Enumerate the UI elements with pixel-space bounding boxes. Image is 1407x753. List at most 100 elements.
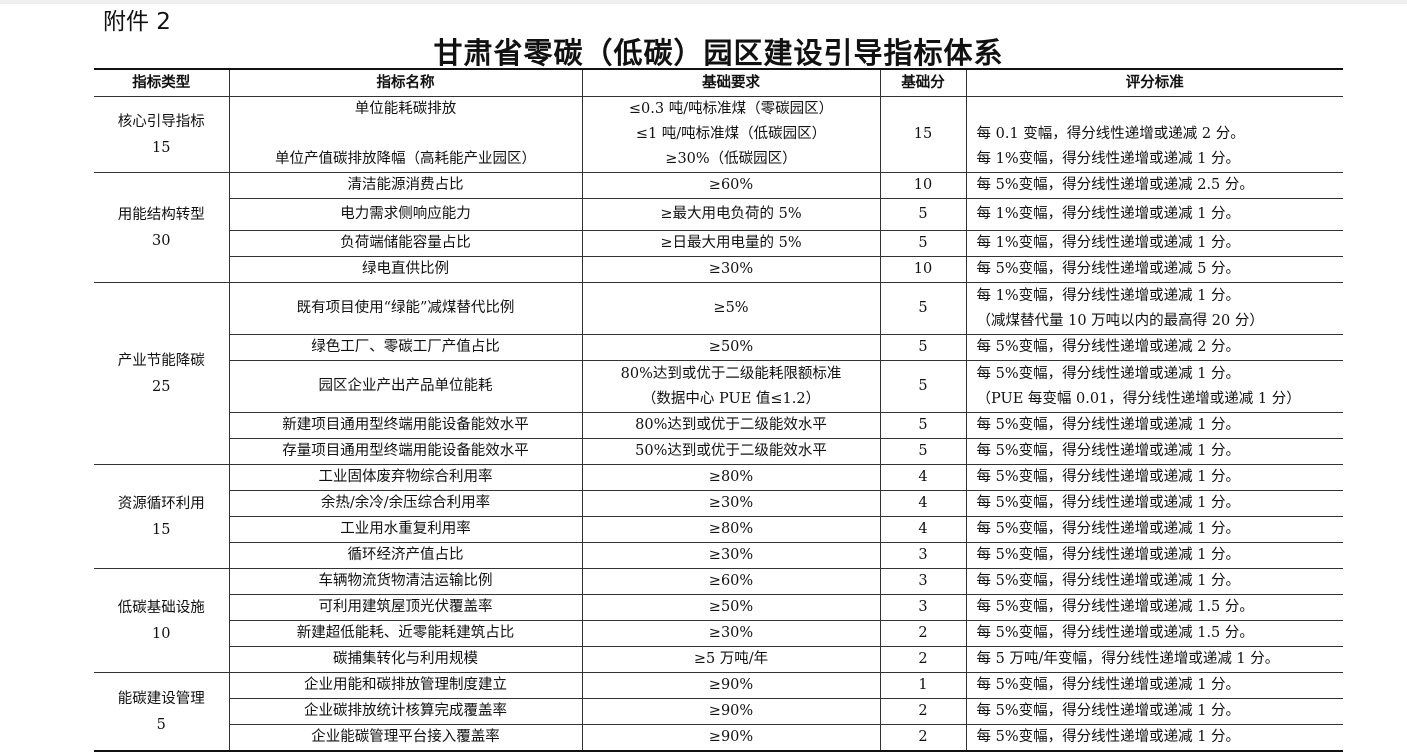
cell-line: ≥30%（低碳园区） <box>665 151 797 167</box>
requirement-cell: ≥50% <box>581 334 881 361</box>
cell-line: 存量项目通用型终端用能设备能效水平 <box>282 443 529 459</box>
indicator-name-cell: 工业固体废弃物综合利用率 <box>228 464 583 491</box>
cell-line: （PUE 每变幅 0.01，得分线性递增或递减 1 分） <box>976 390 1301 407</box>
criteria-cell: 每 5%变幅，得分线性递增或递减 1 分。 <box>965 464 1343 491</box>
cell-line: 每 5%变幅，得分线性递增或递减 1 分。 <box>976 443 1241 459</box>
header-category: 指标类型 <box>94 68 230 97</box>
table-row: 企业碳排放统计核算完成覆盖率 ≥90% 2 每 5%变幅，得分线性递增或递减 1 分。 <box>94 698 1343 725</box>
cell-line: ≥90% <box>708 677 754 693</box>
requirement-cell: 50%达到或优于二级能效水平 <box>581 438 881 465</box>
cell-line: 80%达到或优于二级能效水平 <box>635 417 827 433</box>
cell-line: 每 5%变幅，得分线性递增或递减 1 分。 <box>976 573 1241 589</box>
cell-line: 企业碳排放统计核算完成覆盖率 <box>304 703 507 719</box>
cell-line: 新建超低能耗、近零能耗建筑占比 <box>296 625 515 641</box>
category-score: 10 <box>152 625 171 642</box>
cell-line: 每 1%变幅，得分线性递增或递减 1 分。 <box>976 235 1241 251</box>
criteria-cell: 每 5%变幅，得分线性递增或递减 1 分。 （PUE 每变幅 0.01，得分线性递… <box>965 360 1343 413</box>
cell-line: 余热/余冷/余压综合利用率 <box>320 495 491 511</box>
table-row: 负荷端储能容量占比 ≥日最大用电量的 5% 5 每 1%变幅，得分线性递增或递减 1 … <box>94 230 1343 257</box>
indicator-name-cell: 清洁能源消费占比 <box>228 172 583 199</box>
base-score-cell: 3 <box>879 568 967 595</box>
cell-line: ≤1 吨/吨标准煤（低碳园区） <box>635 126 827 142</box>
cell-line: 工业固体废弃物综合利用率 <box>318 469 493 485</box>
requirement-cell: 80%达到或优于二级能耗限额标准 （数据中心 PUE 值≤1.2） <box>581 360 881 413</box>
criteria-cell: 每 5%变幅，得分线性递增或递减 1 分。 <box>965 724 1343 752</box>
cell-line: 既有项目使用“绿能”减煤替代比例 <box>296 300 515 316</box>
cell-line: ≥90% <box>708 729 754 745</box>
cell-line: 车辆物流货物清洁运输比例 <box>318 573 493 589</box>
category-cell: 用能结构转型 30 <box>94 172 230 283</box>
criteria-cell: 每 5%变幅，得分线性递增或递减 1.5 分。 <box>965 620 1343 647</box>
base-score-cell: 4 <box>879 516 967 543</box>
base-score-cell: 2 <box>879 724 967 752</box>
table-row: 企业能碳管理平台接入覆盖率 ≥90% 2 每 5%变幅，得分线性递增或递减 1 分。 <box>94 724 1343 752</box>
base-score-cell: 10 <box>879 172 967 199</box>
criteria-cell: 每 5%变幅，得分线性递增或递减 1 分。 <box>965 568 1343 595</box>
base-score-cell: 5 <box>879 282 967 335</box>
requirement-cell: ≥30% <box>581 542 881 569</box>
criteria-cell: 每 1%变幅，得分线性递增或递减 1 分。 （减煤替代量 10 万吨以内的最高得 … <box>965 282 1343 335</box>
base-score-cell: 5 <box>879 198 967 231</box>
indicator-name-cell: 新建项目通用型终端用能设备能效水平 <box>229 412 583 439</box>
cell-line: 负荷端储能容量占比 <box>340 235 471 251</box>
criteria-cell: 每 5%变幅，得分线性递增或递减 1.5 分。 <box>965 594 1343 621</box>
table-row: 绿电直供比例 ≥30% 10 每 5%变幅，得分线性递增或递减 5 分。 <box>94 256 1343 283</box>
cell-line: ≥5% <box>713 300 749 316</box>
table-row: 产业节能降碳 25 既有项目使用“绿能”减煤替代比例 ≥5% 5 每 1%变幅，得分线性递… <box>94 282 1343 465</box>
table-row: 园区企业产出产品单位能耗 80%达到或优于二级能耗限额标准 （数据中心 PUE 值≤… <box>94 360 1343 413</box>
cell-line: 80%达到或优于二级能耗限额标准 <box>620 365 842 382</box>
cell-line: 每 5%变幅，得分线性递增或递减 1 分。 <box>976 729 1241 745</box>
cell-line <box>230 122 582 147</box>
indicator-name-cell: 企业用能和碳排放管理制度建立 <box>228 672 583 699</box>
category-score: 30 <box>152 232 171 249</box>
indicator-name-cell: 单位能耗碳排放 单位产值碳排放降幅（高耗能产业园区） <box>228 96 583 173</box>
cell-line: 单位产值碳排放降幅（高耗能产业园区） <box>275 151 536 167</box>
criteria-cell: 每 5 万吨/年变幅，得分线性递增或递减 1 分。 <box>965 646 1343 673</box>
cell-line: 绿色工厂、零碳工厂产值占比 <box>311 339 500 355</box>
indicator-name-cell: 存量项目通用型终端用能设备能效水平 <box>229 438 583 465</box>
base-score-cell: 5 <box>879 438 967 465</box>
base-score-cell: 5 <box>879 360 967 413</box>
base-score-cell: 2 <box>879 646 967 673</box>
indicator-name-cell: 循环经济产值占比 <box>229 542 583 569</box>
criteria-cell: 每 1%变幅，得分线性递增或递减 1 分。 <box>965 230 1343 257</box>
page-top-edge <box>0 0 1407 4</box>
table-row: 可利用建筑屋顶光伏覆盖率 ≥50% 3 每 5%变幅，得分线性递增或递减 1.5 分。 <box>94 594 1343 621</box>
base-score-cell: 10 <box>879 256 967 283</box>
cell-line: 每 1%变幅，得分线性递增或递减 1 分。 <box>976 287 1241 304</box>
cell-line: 每 5%变幅，得分线性递增或递减 2.5 分。 <box>976 177 1254 193</box>
indicator-name-cell: 绿色工厂、零碳工厂产值占比 <box>229 334 583 361</box>
base-score-cell: 5 <box>879 412 967 439</box>
indicator-name-cell: 既有项目使用“绿能”减煤替代比例 <box>228 282 583 335</box>
requirement-cell: ≥80% <box>581 516 881 543</box>
indicator-name-cell: 可利用建筑屋顶光伏覆盖率 <box>229 594 583 621</box>
criteria-cell: 每 5%变幅，得分线性递增或递减 1 分。 <box>965 490 1343 517</box>
table-row: 低碳基础设施 10 车辆物流货物清洁运输比例 ≥60% 3 每 5%变幅，得分线性递增或递… <box>94 568 1343 673</box>
requirement-cell: 80%达到或优于二级能效水平 <box>581 412 881 439</box>
header-base-score: 基础分 <box>879 68 967 97</box>
criteria-cell: 每 5%变幅，得分线性递增或递减 5 分。 <box>965 256 1343 283</box>
cell-line: ≥30% <box>708 625 754 641</box>
cell-line: 每 5%变幅，得分线性递增或递减 1.5 分。 <box>976 625 1254 641</box>
indicator-name-cell: 新建超低能耗、近零能耗建筑占比 <box>229 620 583 647</box>
cell-line: 碳捕集转化与利用规模 <box>333 651 478 667</box>
table-row: 循环经济产值占比 ≥30% 3 每 5%变幅，得分线性递增或递减 1 分。 <box>94 542 1343 569</box>
requirement-cell: ≥30% <box>581 620 881 647</box>
cell-line: 每 5 万吨/年变幅，得分线性递增或递减 1 分。 <box>976 651 1280 667</box>
requirement-cell: ≥90% <box>581 672 881 699</box>
cell-line: 每 5%变幅，得分线性递增或递减 1 分。 <box>976 495 1241 511</box>
cell-line: ≥30% <box>708 261 754 277</box>
category-name: 能碳建设管理 <box>117 690 205 707</box>
cell-line: 每 1%变幅，得分线性递增或递减 1 分。 <box>976 151 1241 167</box>
criteria-cell: 每 5%变幅，得分线性递增或递减 1 分。 <box>965 542 1343 569</box>
table-row: 电力需求侧响应能力 ≥最大用电负荷的 5% 5 每 1%变幅，得分线性递增或递减 1 … <box>94 198 1343 231</box>
requirement-cell: ≥80% <box>581 464 881 491</box>
base-score-cell: 5 <box>879 334 967 361</box>
base-score-cell: 2 <box>879 620 967 647</box>
table-row: 绿色工厂、零碳工厂产值占比 ≥50% 5 每 5%变幅，得分线性递增或递减 2 分。 <box>94 334 1343 361</box>
indicator-name-cell: 电力需求侧响应能力 <box>229 198 583 231</box>
category-name: 产业节能降碳 <box>117 352 205 369</box>
cell-line: 每 5%变幅，得分线性递增或递减 1 分。 <box>976 365 1241 382</box>
cell-line: ≥30% <box>708 495 754 511</box>
criteria-cell: 每 5%变幅，得分线性递增或递减 2.5 分。 <box>965 172 1343 199</box>
